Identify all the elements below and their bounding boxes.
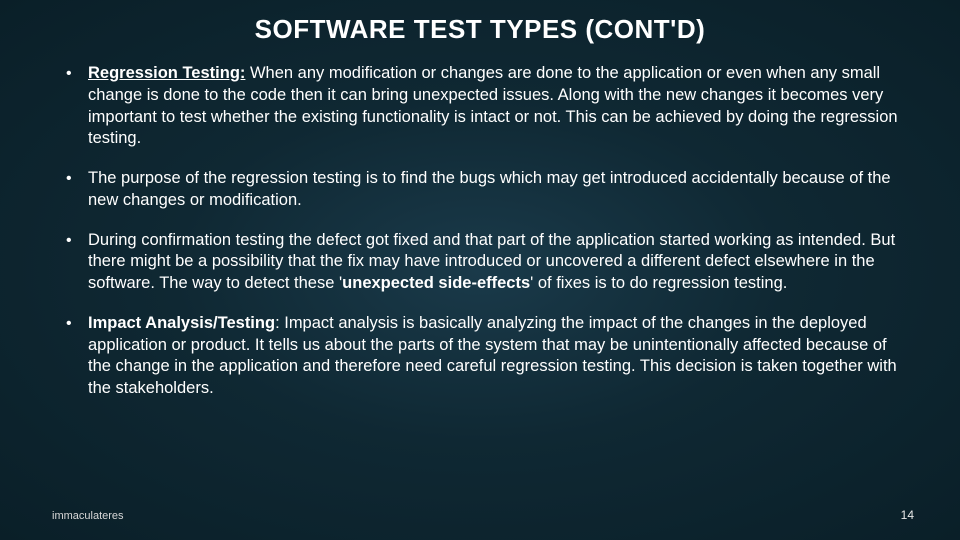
bullet-lead: Regression Testing: [88,64,245,82]
bullet-item: Impact Analysis/Testing: Impact analysis… [88,313,910,400]
bullet-lead: Impact Analysis/Testing [88,314,275,332]
bullet-text: The purpose of the regression testing is… [88,169,891,209]
page-number: 14 [901,508,914,522]
slide: SOFTWARE TEST TYPES (CONT'D) Regression … [0,0,960,540]
footer-author: immaculateres [52,510,124,522]
bullet-item: Regression Testing: When any modificatio… [88,63,910,150]
bullet-item: The purpose of the regression testing is… [88,168,910,212]
bullet-text-post: ' of fixes is to do regression testing. [530,274,787,292]
slide-title: SOFTWARE TEST TYPES (CONT'D) [50,14,910,45]
bullet-list: Regression Testing: When any modificatio… [50,63,910,400]
bullet-item: During confirmation testing the defect g… [88,230,910,295]
bullet-bold-mid: unexpected side-effects [342,274,530,292]
